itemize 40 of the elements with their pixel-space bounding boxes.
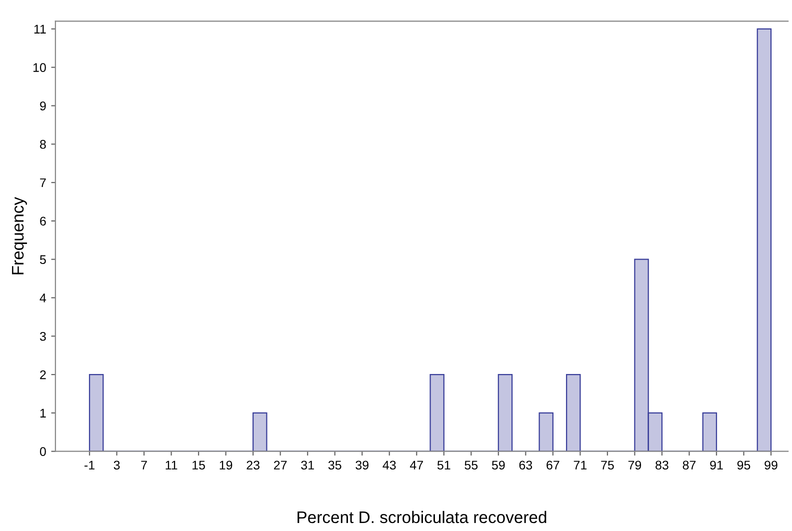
y-tick-label: 2 [40,370,46,380]
y-tick-label: 0 [40,447,46,456]
y-tick-label: 10 [33,63,46,72]
x-tick-label: 75 [601,460,614,470]
y-tick-label: 5 [40,255,46,264]
y-axis-title: Frequency [12,196,27,274]
x-tick-label: 79 [628,460,642,470]
y-tick-label: 7 [40,178,46,188]
y-tick-label: 6 [40,216,46,226]
x-tick-label: 7 [141,460,147,470]
x-tick-label: 27 [274,460,287,470]
x-tick-label: 19 [220,460,232,470]
x-tick-label: 95 [737,460,750,470]
x-tick-label: 43 [382,460,396,470]
y-tick-label: 4 [40,294,46,302]
x-tick-label: 87 [682,460,696,470]
x-tick-label: 63 [519,460,532,470]
x-tick-label: 51 [437,460,450,470]
y-tick-label: 1 [40,408,46,418]
x-tick-label: 59 [492,460,505,470]
x-tick-label: 55 [464,460,478,470]
x-tick-label: 47 [410,460,423,470]
x-tick-label: 71 [574,460,587,470]
x-tick-label: 99 [764,460,778,470]
y-tick-label: 9 [40,102,46,110]
x-tick-label: 15 [192,460,205,470]
y-tick-label: 11 [34,24,46,34]
x-tick-label: 31 [301,460,314,470]
x-tick-label: 23 [246,460,260,470]
x-axis-title: Percent D. scrobiculata recovered [298,510,546,524]
x-tick-label: -1 [84,460,94,470]
x-tick-label: 35 [328,460,342,470]
x-tick-label: 67 [546,460,560,470]
x-tick-label: 83 [656,460,668,470]
x-tick-label: 3 [114,460,120,470]
y-tick-label: 3 [40,332,46,341]
x-tick-label: 11 [166,460,178,470]
x-tick-label: 39 [356,460,368,470]
x-tick-label: 91 [710,460,723,470]
y-tick-label: 8 [40,140,46,149]
